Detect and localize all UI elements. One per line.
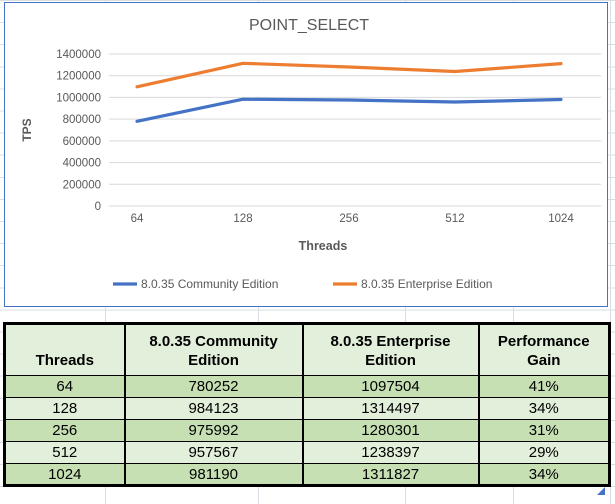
table-row: 64 780252 1097504 41% [3,375,611,398]
table-row: 1024 981190 1311827 34% [3,463,611,486]
table-cell[interactable]: 34% [477,463,611,486]
fill-handle-icon[interactable] [597,487,605,495]
table-cell[interactable]: 128 [3,397,126,420]
y-tick-label: 800000 [63,114,101,126]
y-tick-label: 1200000 [56,71,101,83]
table-cell[interactable]: 512 [3,441,126,464]
legend-label[interactable]: 8.0.35 Community Edition [141,277,278,291]
y-tick-label: 1000000 [56,92,101,104]
table-cell[interactable]: 256 [3,419,126,442]
table-cell[interactable]: 984123 [123,397,304,420]
y-axis-title: TPS [20,118,34,141]
table-cell[interactable]: 1097504 [301,375,480,398]
x-axis-title: Threads [299,239,348,253]
column-header[interactable]: 8.0.35 Enterprise Edition [301,323,480,376]
chart-title: POINT_SELECT [249,17,369,34]
x-tick-label: 64 [131,213,144,225]
x-tick-label: 1024 [548,213,574,225]
results-table: Threads 8.0.35 Community Edition 8.0.35 En… [3,322,611,487]
table-cell[interactable]: 780252 [123,375,304,398]
results-table-body: 64 780252 1097504 41% 128 984123 1314497 34% 256… [3,375,611,486]
table-cell[interactable]: 31% [477,419,611,442]
legend-label[interactable]: 8.0.35 Enterprise Edition [361,277,492,291]
results-table-header: Threads 8.0.35 Community Edition 8.0.35 En… [3,323,611,376]
table-cell[interactable]: 1238397 [301,441,480,464]
table-row: 128 984123 1314497 34% [3,397,611,420]
table-cell[interactable]: 975992 [123,419,304,442]
table-cell[interactable]: 29% [477,441,611,464]
line-chart: 0 200000 400000 600000 800000 1000000 1200000 1… [20,17,601,291]
x-tick-label: 128 [233,213,252,225]
y-tick-label: 400000 [63,158,101,170]
y-tick-label: 600000 [63,136,101,148]
column-header[interactable]: 8.0.35 Community Edition [123,323,304,376]
table-cell[interactable]: 41% [477,375,611,398]
table-cell[interactable]: 1311827 [301,463,480,486]
x-tick-label: 512 [445,213,464,225]
table-cell[interactable]: 981190 [123,463,304,486]
table-row: 512 957567 1238397 29% [3,441,611,464]
table-cell[interactable]: 957567 [123,441,304,464]
column-header[interactable]: Performance Gain [477,323,611,376]
y-tick-label: 1400000 [56,49,101,61]
column-header[interactable]: Threads [3,323,126,376]
y-tick-label: 200000 [63,179,101,191]
table-cell[interactable]: 34% [477,397,611,420]
table-cell[interactable]: 1280301 [301,419,480,442]
series-line[interactable] [135,97,563,123]
y-tick-label: 0 [95,201,101,213]
table-cell[interactable]: 1314497 [301,397,480,420]
header-row: Threads 8.0.35 Community Edition 8.0.35 En… [3,323,611,376]
table-cell[interactable]: 64 [3,375,126,398]
x-tick-label: 256 [339,213,358,225]
table-cell[interactable]: 1024 [3,463,126,486]
point-select-chart[interactable]: 0 200000 400000 600000 800000 1000000 1200000 1… [4,2,608,307]
series-line[interactable] [135,61,563,89]
table-row: 256 975992 1280301 31% [3,419,611,442]
